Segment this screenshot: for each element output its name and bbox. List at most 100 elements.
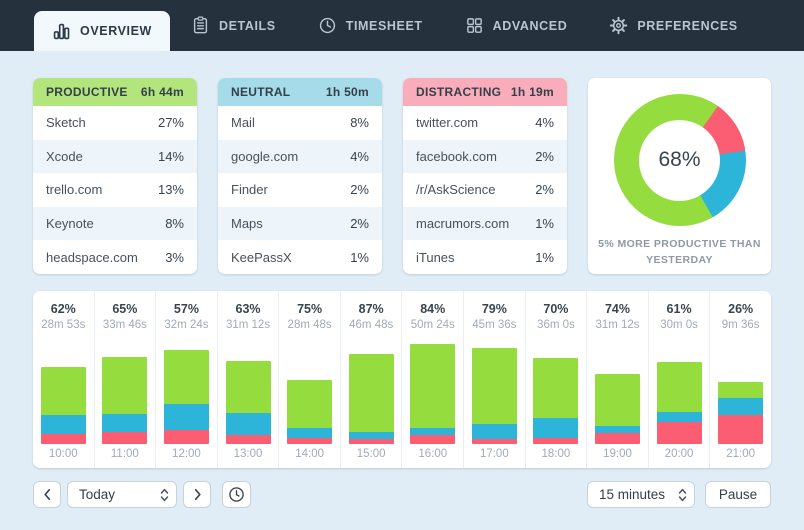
item-name: Xcode [46,148,83,164]
item-percent: 13% [157,182,184,198]
interval-select[interactable]: 15 minutes [587,481,695,508]
productivity-label: 62% [50,302,76,316]
duration-label: 50m 24s [410,319,455,331]
productive-segment [594,374,640,426]
stacked-bar [656,362,702,444]
tab-overview[interactable]: OVERVIEW [34,11,170,51]
item-name: Maps [231,216,263,232]
item-percent: 1% [535,216,554,232]
neutral-card: NEUTRAL 1h 50m Mail 8% google.com 4% Finder 2% M… [218,78,382,274]
item-percent: 8% [165,216,184,232]
item-percent: 1% [535,249,554,265]
stacked-bar [471,348,517,444]
hour-column-18:00: 70% 36m 0s 18:00 [524,291,587,468]
item-name: Keynote [46,216,94,232]
productivity-label: 26% [728,302,754,316]
hour-column-15:00: 87% 46m 48s 15:00 [339,291,402,468]
productivity-label: 65% [112,302,138,316]
donut-hole: 68% [639,119,720,201]
stacked-bar [410,344,456,444]
item-name: macrumors.com [416,216,510,232]
prev-day-button[interactable] [33,481,61,508]
productivity-label: 63% [235,302,261,316]
clock-icon [228,486,245,503]
duration-label: 28m 48s [287,319,332,331]
productive-segment [102,357,148,414]
neutral-segment [287,428,333,439]
productivity-label: 75% [297,302,323,316]
bar-chart-icon [52,22,71,41]
category-header: NEUTRAL 1h 50m [218,78,382,106]
neutral-segment [594,425,640,434]
category-total-time: 1h 19m [510,85,554,99]
stacked-bar [40,367,86,444]
category-row: twitter.com 4% [403,106,567,140]
bar-area [156,336,217,444]
distracting-segment [718,415,764,444]
item-name: Finder [231,182,268,198]
hour-label: 21:00 [726,448,756,460]
footer-toolbar: Today 15 minutes [33,481,771,508]
tab-preferences[interactable]: PREFERENCES [588,0,758,51]
history-clock-button[interactable] [222,481,251,508]
distracting-segment [594,433,640,444]
bar-area [279,336,340,444]
bar-area [218,336,279,444]
tab-details[interactable]: DETAILS [170,0,297,51]
summary-cards-row: PRODUCTIVE 6h 44m Sketch 27% Xcode 14% trello.… [33,78,771,274]
bar-area [587,336,648,444]
duration-label: 36m 0s [537,319,575,331]
distracting-segment [163,429,209,444]
bar-area [341,336,402,444]
hour-column-17:00: 79% 45m 36s 17:00 [463,291,525,468]
hour-column-16:00: 84% 50m 24s 16:00 [401,291,463,468]
category-total-time: 1h 50m [325,85,369,99]
tab-timesheet[interactable]: TIMESHEET [297,0,444,51]
neutral-segment [471,423,517,440]
category-row: Keynote 8% [33,206,197,241]
item-percent: 2% [350,182,369,198]
item-name: headspace.com [46,249,138,265]
category-row: KeePassX 1% [218,240,382,274]
date-range-select[interactable]: Today [67,481,177,508]
category-row: Finder 2% [218,173,382,207]
hour-label: 15:00 [356,448,386,460]
top-nav: OVERVIEW DETAILS TIMESHEET ADVANCED PREFEREN… [0,0,804,51]
item-percent: 8% [350,115,369,131]
chevron-left-icon [43,488,52,501]
stacked-bar [533,358,579,444]
hour-label: 11:00 [110,448,139,460]
tab-label: PREFERENCES [637,18,738,33]
category-row: Xcode 14% [33,139,197,174]
category-name: PRODUCTIVE [46,85,128,99]
productivity-label: 87% [358,302,384,316]
item-name: Sketch [46,115,86,131]
duration-label: 31m 12s [595,319,640,331]
distracting-segment [656,421,702,444]
productivity-label: 70% [543,302,569,316]
category-row: trello.com 13% [33,173,197,207]
neutral-segment [40,414,86,434]
productive-segment [410,344,456,428]
interval-select-value: 15 minutes [599,487,666,502]
category-row: google.com 4% [218,139,382,174]
category-row: headspace.com 3% [33,240,197,274]
neutral-segment [163,403,209,430]
tab-advanced[interactable]: ADVANCED [444,0,589,51]
item-percent: 4% [350,148,369,164]
productivity-label: 57% [173,302,199,316]
hour-label: 13:00 [233,448,263,460]
productivity-label: 61% [666,302,692,316]
item-name: KeePassX [231,249,292,265]
next-day-button[interactable] [183,481,211,508]
tab-label: DETAILS [218,18,276,33]
pause-button[interactable]: Pause [705,481,771,508]
item-percent: 4% [535,115,554,131]
productivity-label: 79% [481,302,507,316]
productivity-label: 84% [420,302,446,316]
hour-label: 10:00 [48,448,78,460]
hour-column-12:00: 57% 32m 24s 12:00 [155,291,217,468]
neutral-segment [410,428,456,435]
item-percent: 27% [157,115,184,131]
category-row: Sketch 27% [33,106,197,140]
